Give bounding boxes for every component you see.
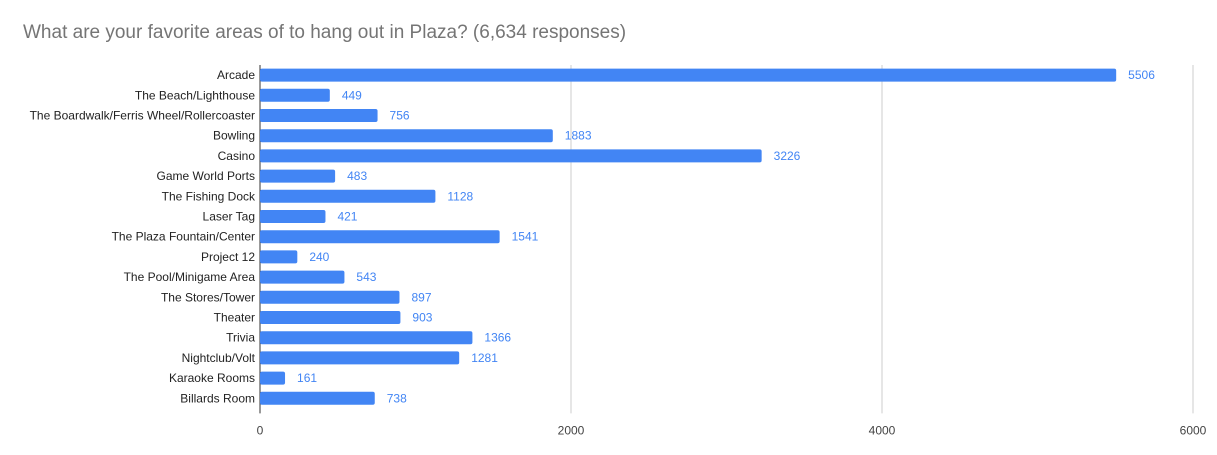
data-label: 543 xyxy=(356,270,376,284)
x-tick-label: 0 xyxy=(257,423,264,437)
data-label: 1281 xyxy=(471,351,498,365)
data-label: 161 xyxy=(297,371,317,385)
data-label: 1128 xyxy=(447,189,473,203)
x-tick-label: 4000 xyxy=(869,423,896,437)
data-label: 449 xyxy=(342,88,362,102)
data-label: 421 xyxy=(337,210,357,224)
category-label: Laser Tag xyxy=(203,210,255,224)
bar xyxy=(260,129,553,143)
category-label: The Boardwalk/Ferris Wheel/Rollercoaster xyxy=(30,109,255,123)
category-label: Game World Ports xyxy=(157,169,255,183)
data-label: 3226 xyxy=(774,149,801,163)
category-label: Project 12 xyxy=(201,250,255,264)
data-label: 1883 xyxy=(565,129,592,143)
data-label: 903 xyxy=(412,311,432,325)
bar xyxy=(260,149,762,163)
bar xyxy=(260,88,330,102)
data-label: 1541 xyxy=(512,230,539,244)
category-label: Casino xyxy=(218,149,256,163)
bar xyxy=(260,210,326,223)
data-label: 756 xyxy=(390,109,410,123)
bar xyxy=(260,109,378,122)
bar xyxy=(260,331,473,345)
bar xyxy=(260,290,400,304)
category-label: Karaoke Rooms xyxy=(169,371,255,385)
bar xyxy=(260,311,401,324)
data-label: 1366 xyxy=(484,331,511,345)
category-label: Billards Room xyxy=(180,391,255,405)
data-label: 897 xyxy=(411,290,431,304)
category-label: Bowling xyxy=(213,129,255,143)
data-label: 738 xyxy=(387,391,407,405)
data-label: 5506 xyxy=(1128,68,1155,82)
category-label: The Fishing Dock xyxy=(162,189,256,203)
category-label: Theater xyxy=(214,311,255,325)
category-label: Trivia xyxy=(226,331,255,345)
x-tick-label: 2000 xyxy=(558,423,585,437)
category-label: The Beach/Lighthouse xyxy=(135,88,255,102)
bar xyxy=(260,391,375,405)
bar xyxy=(260,189,436,203)
x-tick-label: 6000 xyxy=(1180,423,1207,437)
chart-title: What are your favorite areas of to hang … xyxy=(23,22,627,43)
bar xyxy=(260,230,500,244)
category-label: The Stores/Tower xyxy=(161,290,255,304)
bar xyxy=(260,351,460,365)
bar xyxy=(260,270,345,284)
data-label: 240 xyxy=(309,250,329,264)
category-label: The Pool/Minigame Area xyxy=(124,270,256,284)
bar xyxy=(260,68,1117,82)
category-label: The Plaza Fountain/Center xyxy=(112,230,255,244)
bar xyxy=(260,371,286,385)
category-label: Nightclub/Volt xyxy=(182,351,256,365)
bar xyxy=(260,250,298,264)
category-label: Arcade xyxy=(217,68,255,82)
data-label: 483 xyxy=(347,169,367,183)
bar xyxy=(260,169,336,183)
